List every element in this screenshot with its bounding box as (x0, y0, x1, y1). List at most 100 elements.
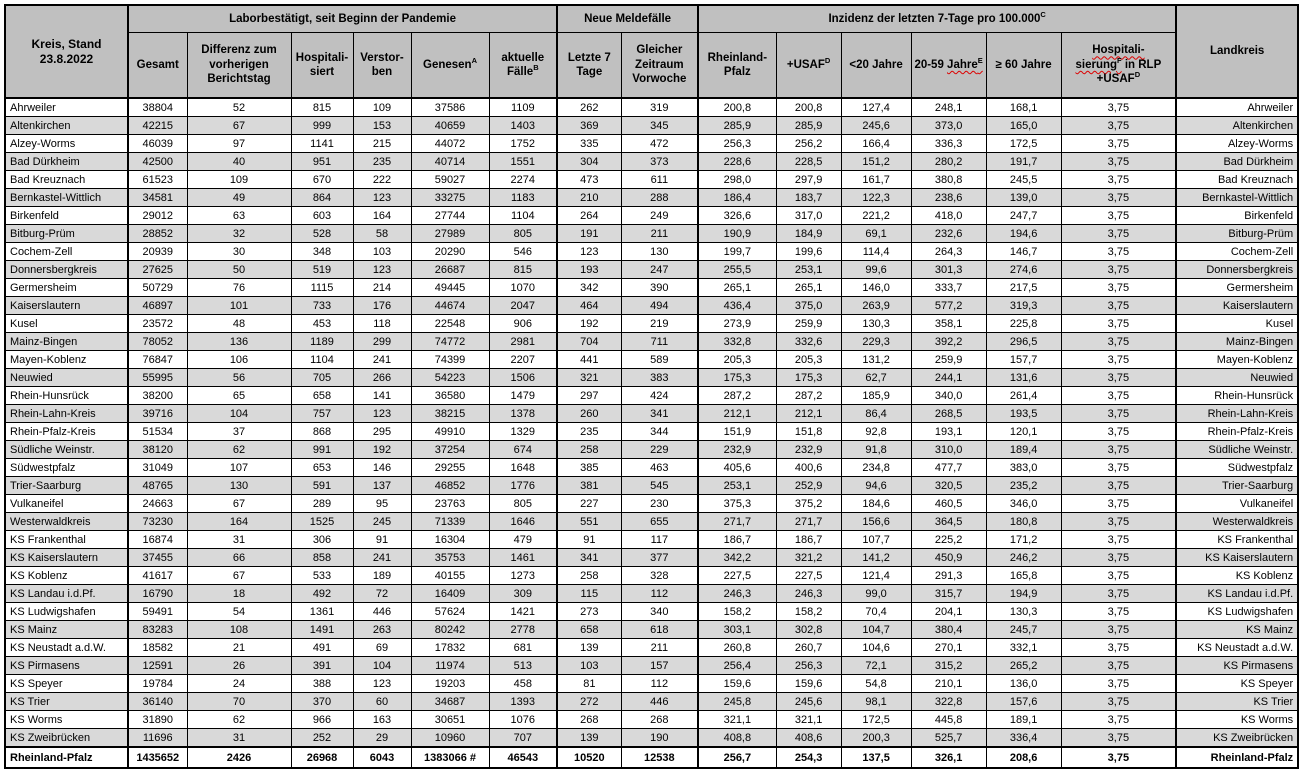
hospitalisierung-usaf: +USAF (1096, 73, 1135, 86)
value-cell: 477,7 (910, 458, 987, 477)
value-cell: 1551 (488, 152, 558, 171)
value-cell: 16409 (410, 584, 490, 603)
value-cell: 289 (290, 494, 354, 513)
value-cell: 453 (290, 314, 354, 333)
value-cell: 212,1 (697, 404, 777, 423)
landkreis-cell: KS Landau i.d.Pf. (1175, 584, 1299, 603)
kreis-cell: KS Trier (4, 692, 129, 711)
value-cell: 450,9 (910, 548, 987, 567)
landkreis-cell: Alzey-Worms (1175, 134, 1299, 153)
value-cell: 1525 (290, 512, 354, 531)
value-cell: 210 (556, 188, 622, 207)
landkreis-cell: Trier-Saarburg (1175, 476, 1299, 495)
title-line2: 23.8.2022 (39, 51, 94, 66)
value-cell: 200,8 (697, 97, 777, 117)
col-header-ab-60-jahre: ≥ 60 Jahre (985, 32, 1062, 99)
value-cell: 3,75 (1060, 170, 1177, 189)
value-cell: 670 (290, 170, 354, 189)
value-cell: 268,5 (910, 404, 987, 423)
value-cell: 54223 (410, 368, 490, 387)
value-cell: 23572 (127, 314, 188, 333)
table-row: KS Pirmasens 12591 26 391 104 11974 513 103 157 2… (4, 656, 1299, 675)
value-cell: 49 (186, 188, 292, 207)
value-cell: 185,9 (840, 386, 912, 405)
value-cell: 127,4 (840, 97, 912, 117)
value-cell: 3,75 (1060, 332, 1177, 351)
value-cell: 157,7 (985, 350, 1062, 369)
value-cell: 80242 (410, 620, 490, 639)
value-cell: 137,5 (840, 746, 912, 769)
value-cell: 261,4 (985, 386, 1062, 405)
value-cell: 37254 (410, 440, 490, 459)
landkreis-cell: KS Neustadt a.d.W. (1175, 638, 1299, 657)
value-cell: 54 (186, 602, 292, 621)
value-cell: 3,75 (1060, 512, 1177, 531)
value-cell: 123 (556, 242, 622, 261)
header-columns-row: Gesamt Differenz zum vorherigen Berichts… (5, 32, 1298, 99)
kreis-cell: KS Koblenz (4, 566, 129, 585)
table-row: Birkenfeld 29012 63 603 164 27744 1104 264 249 32… (4, 206, 1299, 225)
value-cell: 48 (186, 314, 292, 333)
landkreis-cell: Altenkirchen (1175, 116, 1299, 135)
value-cell: 66 (186, 548, 292, 567)
value-cell: 711 (620, 332, 699, 351)
value-cell: 3,75 (1060, 530, 1177, 549)
value-cell: 20290 (410, 242, 490, 261)
value-cell: 321,1 (697, 710, 777, 729)
landkreis-cell: Kusel (1175, 314, 1299, 333)
value-cell: 2207 (488, 350, 558, 369)
value-cell: 29 (352, 728, 412, 748)
value-cell: 57624 (410, 602, 490, 621)
col-header-hospitalisierung: Hospitali-sierungF in RLP +USAFD (1060, 32, 1177, 99)
value-cell: 295 (352, 422, 412, 441)
table-row: KS Mainz 83283 108 1491 263 80242 2778 658 618 30… (4, 620, 1299, 639)
value-cell: 36140 (127, 692, 188, 711)
value-cell: 175,3 (697, 368, 777, 387)
value-cell: 658 (290, 386, 354, 405)
value-cell: 232,9 (775, 440, 842, 459)
value-cell: 11696 (127, 728, 188, 748)
value-cell: 291,3 (910, 566, 987, 585)
value-cell: 309 (488, 584, 558, 603)
value-cell: 151,8 (775, 422, 842, 441)
value-cell: 333,7 (910, 278, 987, 297)
value-cell: 26687 (410, 260, 490, 279)
value-cell: 317,0 (775, 206, 842, 225)
value-cell: 10960 (410, 728, 490, 748)
value-cell: 61523 (127, 170, 188, 189)
value-cell: 164 (352, 206, 412, 225)
value-cell: 44072 (410, 134, 490, 153)
value-cell: 255,5 (697, 260, 777, 279)
usaf-label: +USAF (786, 58, 825, 71)
value-cell: 31 (186, 728, 292, 748)
table-row: KS Ludwigshafen 59491 54 1361 446 57624 1421 27… (4, 602, 1299, 621)
value-cell: 446 (620, 692, 699, 711)
landkreis-cell: Neuwied (1175, 368, 1299, 387)
value-cell: 528 (290, 224, 354, 243)
value-cell: 186,7 (775, 530, 842, 549)
table-row: Altenkirchen 42215 67 999 153 40659 1403 369 345… (4, 116, 1299, 135)
value-cell: 322,8 (910, 692, 987, 711)
value-cell: 342 (556, 278, 622, 297)
value-cell: 858 (290, 548, 354, 567)
value-cell: 49910 (410, 422, 490, 441)
value-cell: 16790 (127, 584, 188, 603)
value-cell: 260,8 (697, 638, 777, 657)
value-cell: 50 (186, 260, 292, 279)
value-cell: 78052 (127, 332, 188, 351)
value-cell: 3,75 (1060, 116, 1177, 135)
value-cell: 951 (290, 152, 354, 171)
kreis-cell: Alzey-Worms (4, 134, 129, 153)
value-cell: 104,6 (840, 638, 912, 657)
jahre-20-59-prefix: 20-59 (914, 58, 948, 71)
table-row: Donnersbergkreis 27625 50 519 123 26687 815 193… (4, 260, 1299, 279)
value-cell: 56 (186, 368, 292, 387)
table-title-cell: Kreis, Stand 23.8.2022 (4, 4, 129, 99)
value-cell: 151,2 (840, 152, 912, 171)
value-cell: 194,6 (985, 224, 1062, 243)
table-row: Südwestpfalz 31049 107 653 146 29255 1648 385 46… (4, 458, 1299, 477)
landkreis-cell: Cochem-Zell (1175, 242, 1299, 261)
value-cell: 166,4 (840, 134, 912, 153)
value-cell: 122,3 (840, 188, 912, 207)
value-cell: 123 (352, 404, 412, 423)
